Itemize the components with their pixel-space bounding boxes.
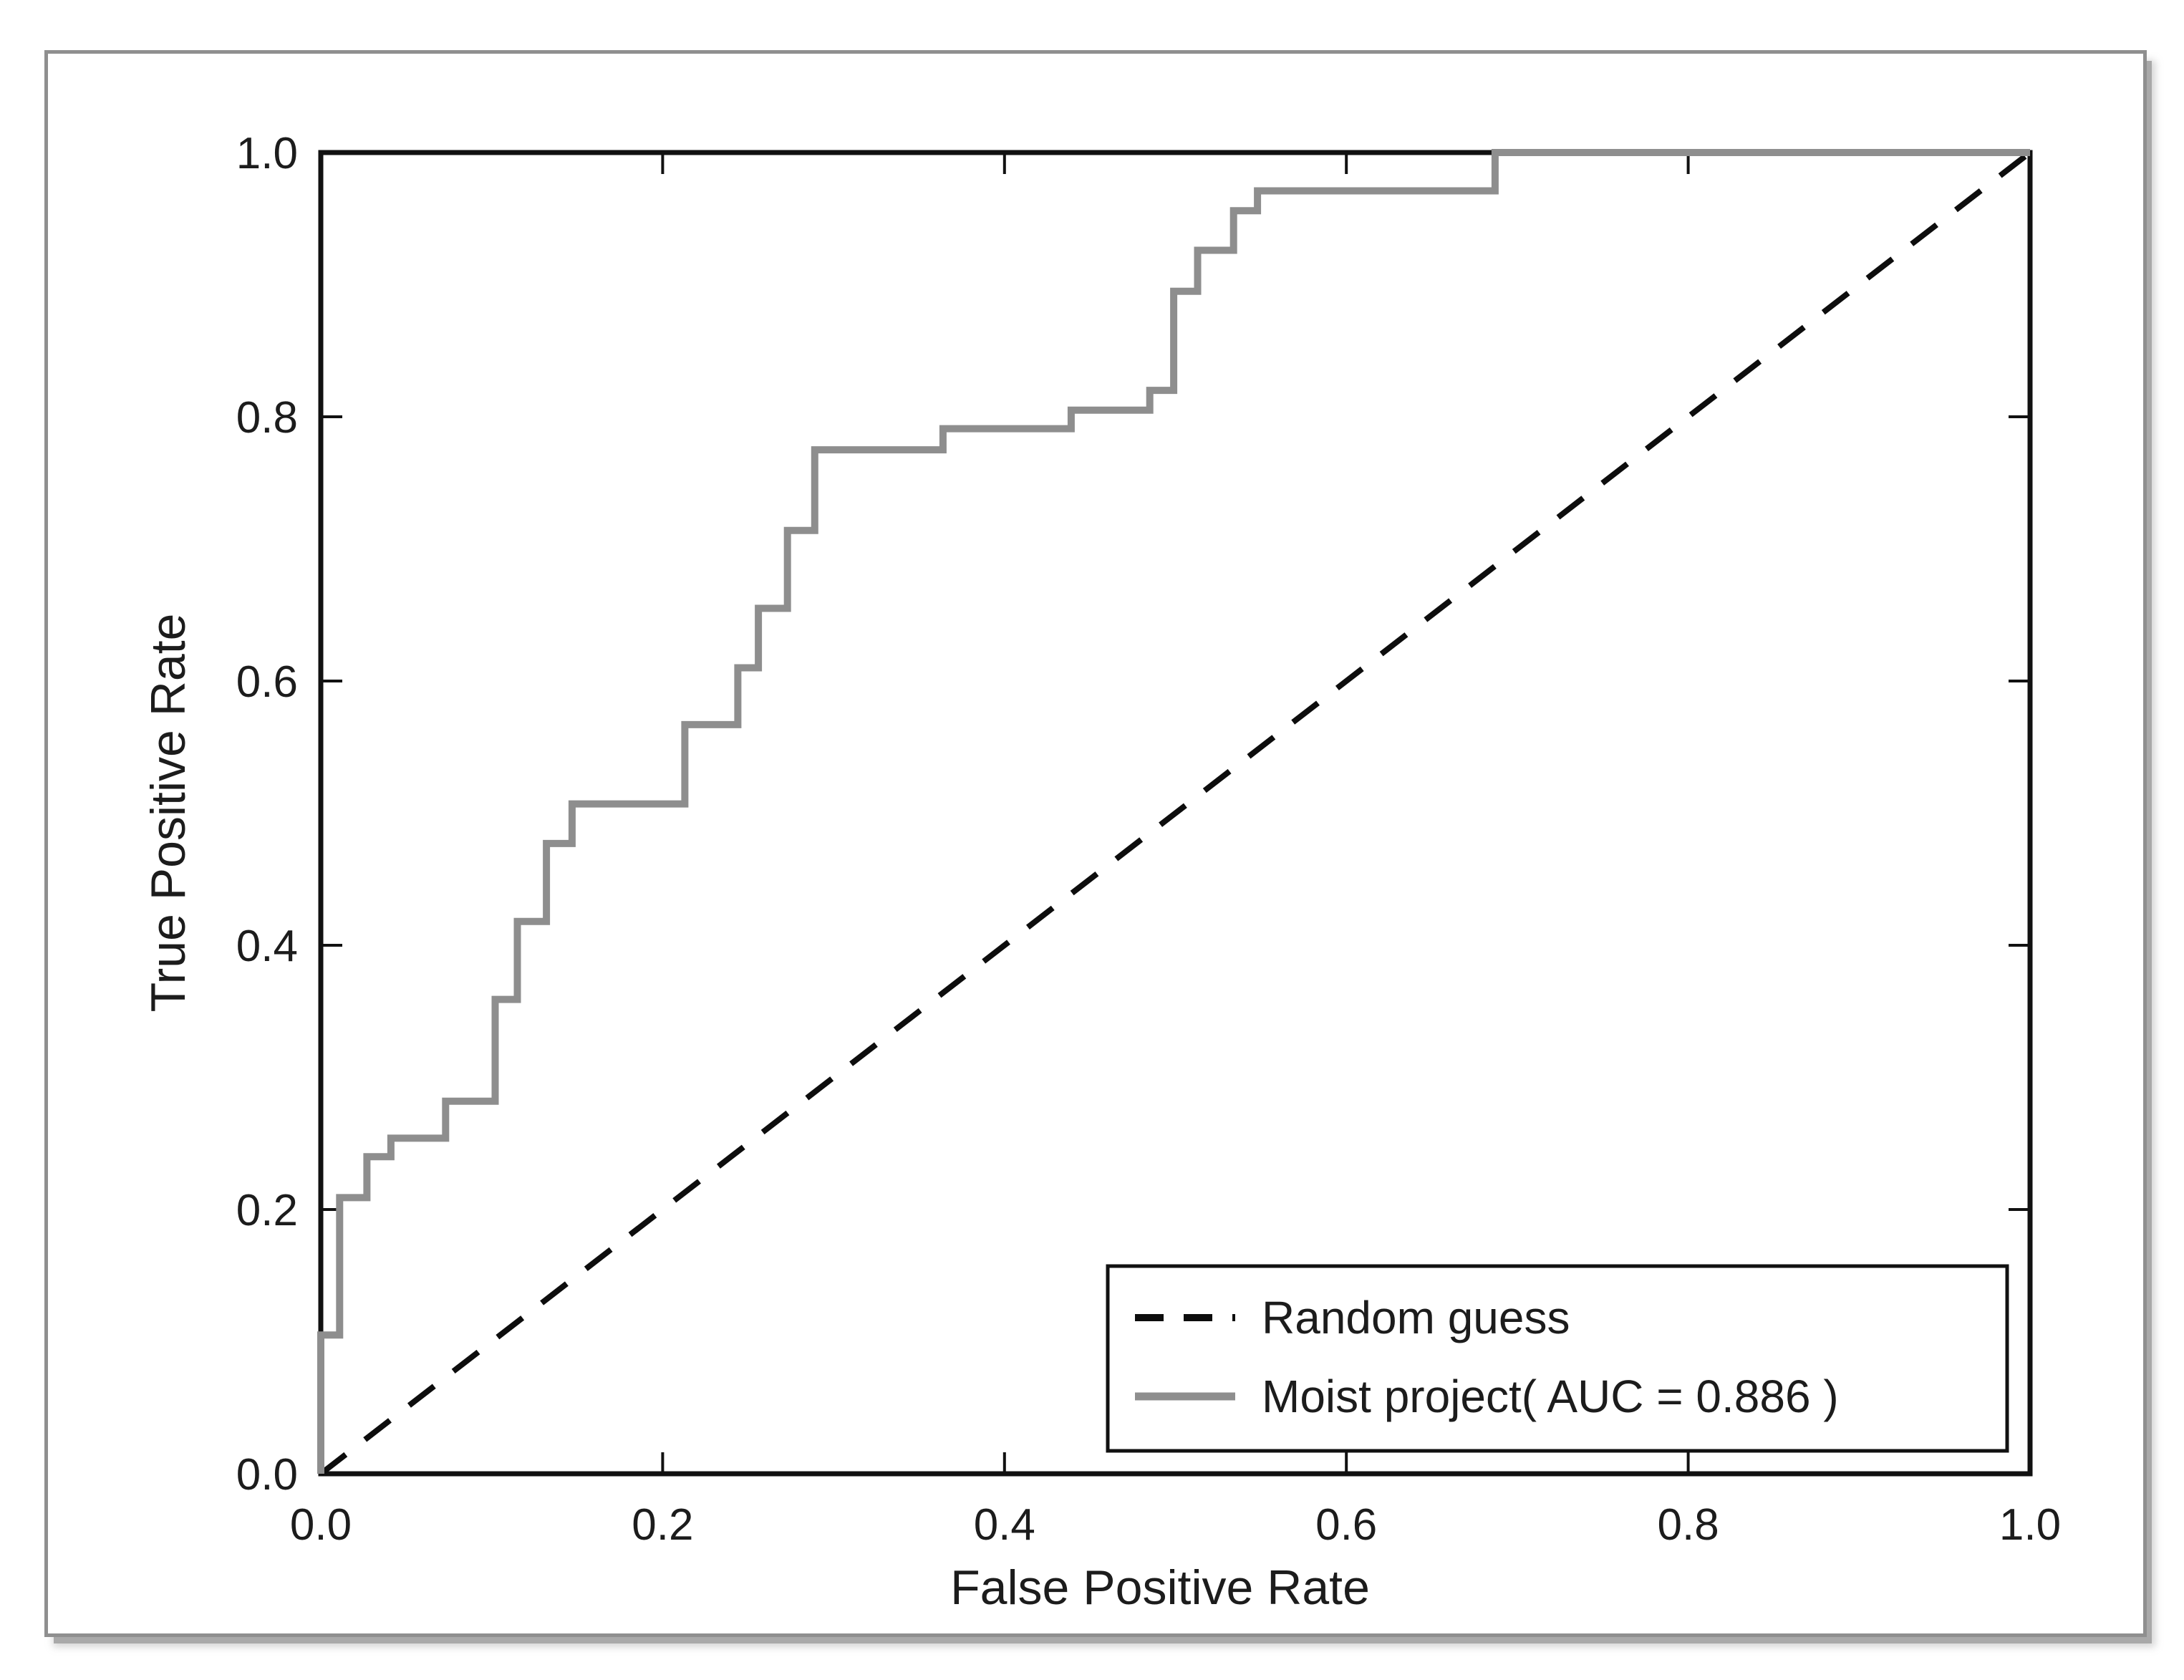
plot-border (318, 150, 2033, 1477)
y-tick-label: 0.0 (236, 1450, 298, 1500)
random-guess-line (319, 150, 2032, 1477)
x-tick-labels: 0.0 0.2 0.4 0.6 0.8 1.0 (290, 1500, 2061, 1550)
x-tick-label: 0.4 (974, 1500, 1035, 1550)
y-tick-label: 0.4 (236, 922, 298, 971)
y-ticks-right (2009, 151, 2030, 1475)
x-tick-label: 0.0 (290, 1500, 352, 1550)
legend: Random guess Moist project( AUC = 0.886 … (1106, 1264, 2009, 1453)
x-ticks-top (319, 153, 2031, 174)
x-tick-label: 0.8 (1657, 1500, 1719, 1550)
y-tick-label: 1.0 (236, 129, 298, 178)
y-tick-label: 0.2 (236, 1186, 298, 1235)
legend-box (1106, 1264, 2009, 1453)
y-ticks-left (321, 151, 342, 1475)
legend-label-random-guess: Random guess (1262, 1292, 1570, 1343)
y-tick-label: 0.8 (236, 393, 298, 443)
y-axis-label: True Positive Rate (141, 614, 195, 1013)
y-tick-label: 0.6 (236, 657, 298, 707)
x-ticks-bottom (319, 1452, 2031, 1474)
x-tick-label: 0.6 (1315, 1500, 1377, 1550)
x-tick-label: 0.2 (632, 1500, 693, 1550)
x-tick-label: 1.0 (1999, 1500, 2061, 1550)
x-axis-label: False Positive Rate (950, 1560, 1370, 1615)
legend-label-moist-project: Moist project( AUC = 0.886 ) (1262, 1371, 1839, 1422)
y-tick-labels: 0.0 0.2 0.4 0.6 0.8 1.0 (236, 129, 298, 1500)
roc-curve (317, 149, 2030, 1474)
